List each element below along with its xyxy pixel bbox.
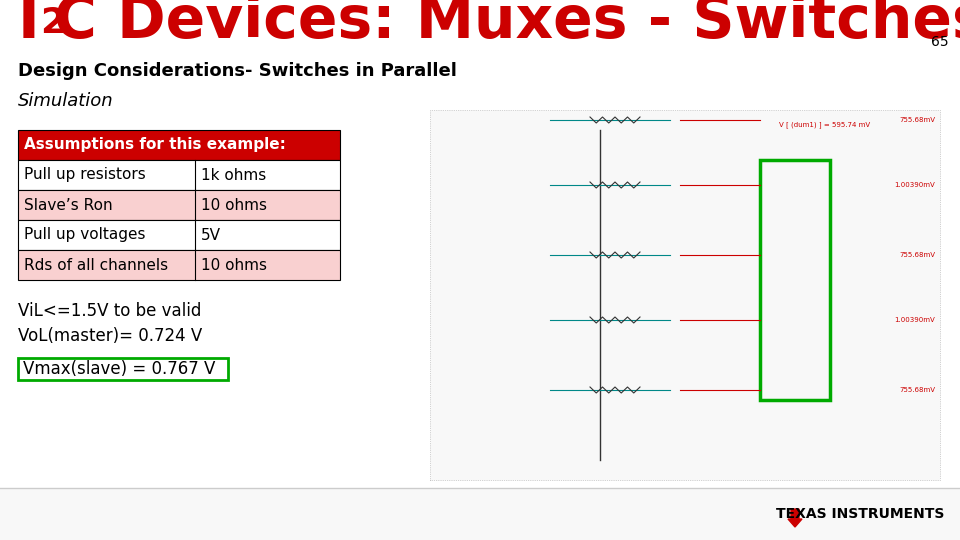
- Text: Assumptions for this example:: Assumptions for this example:: [24, 138, 286, 152]
- FancyBboxPatch shape: [18, 130, 340, 160]
- FancyArrow shape: [788, 509, 802, 527]
- Text: 10 ohms: 10 ohms: [201, 258, 267, 273]
- Text: Slave’s Ron: Slave’s Ron: [24, 198, 112, 213]
- Text: Pull up resistors: Pull up resistors: [24, 167, 146, 183]
- Text: TEXAS INSTRUMENTS: TEXAS INSTRUMENTS: [776, 507, 945, 521]
- Text: 10 ohms: 10 ohms: [201, 198, 267, 213]
- Text: 1k ohms: 1k ohms: [201, 167, 266, 183]
- FancyBboxPatch shape: [18, 250, 340, 280]
- FancyBboxPatch shape: [0, 488, 960, 540]
- FancyBboxPatch shape: [18, 190, 340, 220]
- FancyBboxPatch shape: [18, 220, 340, 250]
- Text: Pull up voltages: Pull up voltages: [24, 227, 146, 242]
- Text: 755.68mV: 755.68mV: [899, 387, 935, 393]
- Text: Rds of all channels: Rds of all channels: [24, 258, 168, 273]
- Text: 755.68mV: 755.68mV: [899, 252, 935, 258]
- Text: 1.00390mV: 1.00390mV: [895, 317, 935, 323]
- Text: ViL<=1.5V to be valid: ViL<=1.5V to be valid: [18, 302, 202, 320]
- FancyBboxPatch shape: [18, 358, 228, 380]
- FancyBboxPatch shape: [430, 110, 940, 480]
- Text: C Devices: Muxes - Switches: C Devices: Muxes - Switches: [54, 0, 960, 50]
- Text: 1.00390mV: 1.00390mV: [895, 182, 935, 188]
- Text: V [ (dum1) ] = 595.74 mV: V [ (dum1) ] = 595.74 mV: [779, 122, 870, 129]
- Text: Simulation: Simulation: [18, 92, 113, 110]
- Text: Design Considerations- Switches in Parallel: Design Considerations- Switches in Paral…: [18, 62, 457, 80]
- Text: Vmax(slave) = 0.767 V: Vmax(slave) = 0.767 V: [23, 360, 215, 378]
- Text: 2: 2: [40, 6, 65, 40]
- Text: 5V: 5V: [201, 227, 221, 242]
- Text: VoL(master)= 0.724 V: VoL(master)= 0.724 V: [18, 327, 203, 345]
- Text: 65: 65: [931, 35, 948, 49]
- FancyBboxPatch shape: [18, 160, 340, 190]
- Text: I: I: [18, 0, 39, 50]
- Text: 755.68mV: 755.68mV: [899, 117, 935, 123]
